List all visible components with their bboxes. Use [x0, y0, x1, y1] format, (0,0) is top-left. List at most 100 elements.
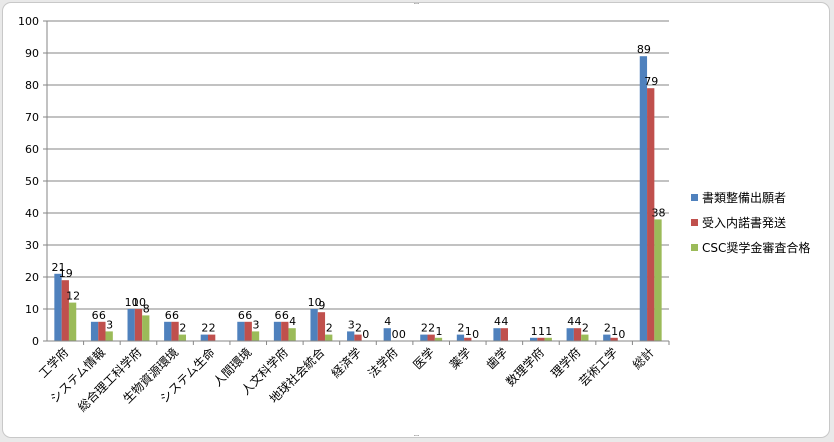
bar[interactable] — [325, 334, 333, 341]
bar[interactable] — [98, 321, 106, 341]
data-label: 1 — [435, 325, 442, 338]
data-label: 6 — [238, 309, 245, 322]
y-tick-label: 100 — [18, 15, 39, 28]
resize-handle-bottom-icon[interactable]: ···· — [413, 432, 420, 438]
bar[interactable] — [90, 321, 99, 341]
bar[interactable] — [654, 219, 662, 341]
bar[interactable] — [420, 334, 428, 341]
data-label: 1 — [531, 325, 538, 338]
bar[interactable] — [529, 337, 538, 341]
x-tick-label: 法学府 — [365, 345, 401, 381]
bar[interactable] — [354, 334, 362, 341]
y-tick-label: 0 — [32, 335, 39, 348]
data-label: 2 — [355, 322, 362, 335]
data-label: 2 — [201, 322, 208, 335]
bar[interactable] — [647, 88, 655, 341]
data-label: 1 — [545, 325, 552, 338]
bar[interactable] — [68, 302, 77, 341]
x-tick-label: 経済学 — [328, 345, 364, 381]
bar[interactable] — [493, 328, 501, 341]
data-label: 6 — [99, 309, 106, 322]
bar[interactable] — [171, 321, 179, 341]
bar[interactable] — [427, 334, 435, 341]
legend-label: 受入内諾書発送 — [702, 215, 786, 230]
bar[interactable] — [178, 334, 187, 341]
bar[interactable] — [142, 315, 150, 341]
bar[interactable] — [456, 334, 465, 341]
x-tick-label: 数理学府 — [503, 345, 548, 390]
bar[interactable] — [61, 280, 69, 341]
x-tick-label: 医学 — [410, 345, 438, 373]
bar[interactable] — [347, 331, 355, 341]
y-tick-label: 10 — [25, 303, 39, 316]
data-label: 2 — [421, 322, 428, 335]
bar[interactable] — [581, 334, 589, 341]
bar[interactable] — [127, 309, 135, 341]
bar[interactable] — [566, 328, 574, 341]
data-label: 0 — [472, 328, 479, 341]
bar[interactable] — [164, 321, 172, 341]
data-label: 2 — [457, 322, 464, 335]
bar[interactable] — [54, 273, 62, 341]
bar[interactable] — [610, 337, 618, 341]
data-label: 21 — [51, 261, 65, 274]
x-tick-label: 薬学 — [446, 345, 474, 373]
y-tick-label: 70 — [25, 111, 39, 124]
bar[interactable] — [207, 334, 216, 341]
bar[interactable] — [317, 312, 326, 341]
data-label: 1 — [538, 325, 545, 338]
data-label: 8 — [143, 302, 150, 315]
y-tick-label: 60 — [25, 143, 39, 156]
x-tick-label: 総計 — [629, 345, 657, 373]
data-label: 10 — [308, 296, 322, 309]
x-tick-label: 芸術工学 — [576, 345, 621, 390]
data-label: 4 — [494, 315, 501, 328]
bar[interactable] — [603, 334, 611, 341]
bar[interactable] — [573, 328, 582, 341]
data-label: 4 — [384, 315, 391, 328]
y-tick-label: 50 — [25, 175, 39, 188]
data-label: 6 — [165, 309, 172, 322]
bar[interactable] — [310, 309, 318, 341]
data-label: 79 — [644, 75, 658, 88]
data-label: 2 — [428, 322, 435, 335]
data-label: 0 — [399, 328, 406, 341]
bar[interactable] — [273, 321, 282, 341]
bar[interactable] — [500, 328, 509, 341]
data-label: 12 — [66, 290, 80, 303]
data-label: 6 — [282, 309, 289, 322]
bar[interactable] — [244, 321, 252, 341]
bar[interactable] — [383, 328, 391, 341]
bar[interactable] — [537, 337, 545, 341]
data-label: 6 — [92, 309, 99, 322]
bar[interactable] — [200, 334, 208, 341]
data-label: 6 — [172, 309, 179, 322]
data-label: 6 — [275, 309, 282, 322]
data-label: 2 — [582, 322, 589, 335]
data-label: 19 — [59, 267, 73, 280]
bar[interactable] — [281, 321, 289, 341]
data-label: 0 — [362, 328, 369, 341]
resize-handle-top-icon[interactable]: ···· — [413, 2, 420, 8]
bar[interactable] — [288, 328, 296, 341]
bar[interactable] — [639, 56, 648, 341]
data-label: 4 — [501, 315, 508, 328]
bar[interactable] — [134, 309, 143, 341]
bar[interactable] — [105, 331, 113, 341]
data-label: 2 — [326, 322, 333, 335]
bar[interactable] — [237, 321, 245, 341]
data-label: 4 — [567, 315, 574, 328]
bars — [54, 56, 662, 341]
bar[interactable] — [464, 337, 472, 341]
bar[interactable] — [251, 331, 260, 341]
data-label: 89 — [637, 43, 651, 56]
bar[interactable] — [434, 337, 443, 341]
chart-area[interactable]: ···· ···· 21 19 12 6 6 3 10 10 8 6 6 2 2 2 6 6 3 6 6 4 10 9 2 3… — [2, 2, 830, 438]
bar[interactable] — [544, 337, 552, 341]
legend-label: 書類整備出願者 — [702, 190, 786, 205]
legend-swatch — [691, 244, 698, 251]
data-label: 0 — [618, 328, 625, 341]
data-label: 3 — [253, 318, 260, 331]
x-tick-label: 工学府 — [35, 345, 71, 381]
